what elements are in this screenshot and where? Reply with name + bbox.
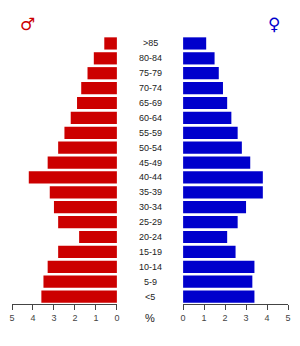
svg-text:5-9: 5-9 xyxy=(144,277,157,287)
svg-text:70-74: 70-74 xyxy=(139,83,162,93)
svg-text:20-24: 20-24 xyxy=(139,232,162,242)
svg-text:♀: ♀ xyxy=(268,14,280,34)
svg-text:5: 5 xyxy=(285,313,290,323)
svg-text:35-39: 35-39 xyxy=(139,187,162,197)
svg-text:1: 1 xyxy=(202,313,207,323)
svg-text:2: 2 xyxy=(72,313,77,323)
svg-text:1: 1 xyxy=(93,313,98,323)
svg-text:%: % xyxy=(145,312,155,324)
svg-text:3: 3 xyxy=(244,313,249,323)
svg-text:40-44: 40-44 xyxy=(139,172,162,182)
svg-text:♂: ♂ xyxy=(20,14,35,34)
svg-text:15-19: 15-19 xyxy=(139,247,162,257)
svg-text:25-29: 25-29 xyxy=(139,217,162,227)
svg-text:30-34: 30-34 xyxy=(139,202,162,212)
svg-text:65-69: 65-69 xyxy=(139,98,162,108)
svg-text:2: 2 xyxy=(223,313,228,323)
svg-text:50-54: 50-54 xyxy=(139,143,162,153)
svg-text:4: 4 xyxy=(265,313,270,323)
svg-text:55-59: 55-59 xyxy=(139,128,162,138)
svg-text:3: 3 xyxy=(51,313,56,323)
svg-text:75-79: 75-79 xyxy=(139,68,162,78)
svg-text:10-14: 10-14 xyxy=(139,262,162,272)
svg-text:60-64: 60-64 xyxy=(139,113,162,123)
svg-text:4: 4 xyxy=(30,313,35,323)
svg-text:<5: <5 xyxy=(145,292,155,302)
svg-text:0: 0 xyxy=(181,313,186,323)
svg-text:80-84: 80-84 xyxy=(139,53,162,63)
svg-text:0: 0 xyxy=(114,313,119,323)
svg-text:5: 5 xyxy=(9,313,14,323)
svg-text:45-49: 45-49 xyxy=(139,158,162,168)
svg-text:>85: >85 xyxy=(143,38,158,48)
